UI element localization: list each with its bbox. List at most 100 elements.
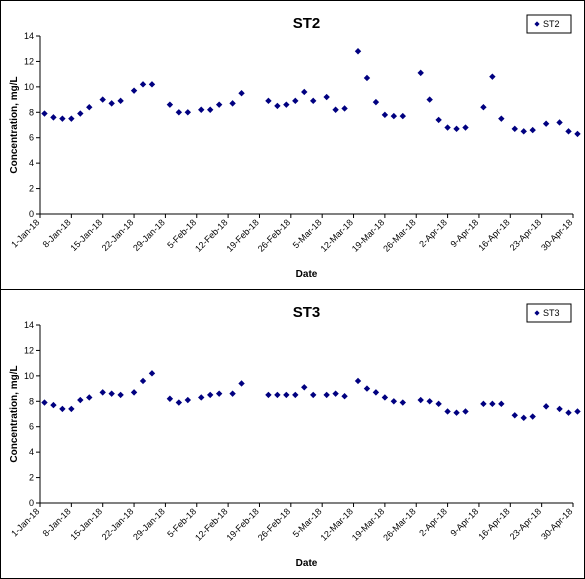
data-point (99, 389, 106, 396)
panel-divider (1, 289, 584, 290)
x-tick-label: 2-Apr-18 (417, 506, 449, 538)
data-point (148, 370, 156, 377)
data-point (283, 391, 290, 399)
data-point (462, 124, 469, 131)
chart-title: ST2 (293, 15, 321, 32)
data-point (520, 128, 527, 135)
data-point (363, 385, 371, 392)
data-point (310, 97, 317, 105)
y-tick-label: 10 (24, 371, 34, 381)
y-tick-label: 10 (24, 82, 34, 92)
data-point (184, 109, 192, 116)
data-point (372, 389, 380, 396)
x-tick-label: 26-Feb-18 (256, 506, 292, 542)
data-point (453, 125, 460, 133)
data-point (332, 106, 339, 113)
y-tick-label: 12 (24, 345, 34, 355)
data-point (108, 390, 115, 397)
y-tick-label: 4 (29, 158, 34, 168)
x-tick-label: 19-Feb-18 (224, 506, 260, 542)
data-point (435, 400, 442, 408)
data-point (565, 128, 572, 135)
data-point (198, 106, 205, 113)
data-point (274, 102, 281, 110)
data-point (117, 391, 124, 399)
data-point (229, 100, 236, 107)
data-point (265, 391, 272, 399)
legend-box (526, 14, 572, 34)
data-point (453, 409, 460, 416)
data-point (77, 110, 84, 117)
legend-label: ST3 (543, 308, 560, 318)
legend-marker (534, 310, 540, 316)
y-tick-label: 6 (29, 133, 34, 143)
data-point (444, 408, 451, 415)
data-point (426, 96, 433, 103)
data-point (139, 81, 147, 88)
data-point (417, 396, 424, 404)
data-point (59, 115, 66, 122)
data-point (417, 69, 424, 77)
x-tick-label: 23-Apr-18 (508, 506, 543, 541)
data-point (363, 74, 371, 82)
x-tick-label: 26-Mar-18 (381, 217, 417, 253)
data-point (130, 389, 138, 396)
data-point (274, 391, 281, 399)
x-tick-label: 12-Feb-18 (193, 217, 229, 253)
data-point (50, 114, 57, 121)
data-point (68, 405, 75, 413)
data-point (480, 400, 487, 408)
data-point (498, 400, 505, 408)
x-tick-label: 19-Mar-18 (350, 217, 386, 253)
x-tick-label: 8-Jan-18 (41, 506, 73, 538)
data-point (390, 398, 398, 405)
x-tick-label: 23-Apr-18 (508, 217, 543, 252)
data-point (215, 390, 223, 397)
data-point (166, 395, 174, 402)
data-point (301, 88, 308, 96)
x-tick-label: 22-Jan-18 (100, 506, 136, 542)
data-point (77, 396, 84, 404)
data-point (341, 105, 348, 112)
chart-panel-st2: ST2 0 2 4 6 8 10 12 14 1-Jan-18 8-Jan-18 15-Jan-18 2… (1, 1, 584, 289)
x-tick-label: 12-Feb-18 (193, 506, 229, 542)
y-tick-label: 0 (29, 498, 34, 508)
data-point (215, 101, 223, 108)
x-tick-label: 9-Apr-18 (449, 217, 481, 249)
data-point (310, 391, 317, 399)
data-point (265, 97, 272, 105)
data-point (574, 130, 581, 138)
data-point (480, 104, 487, 111)
data-point (381, 111, 389, 119)
data-point (354, 48, 362, 55)
data-point (175, 109, 183, 116)
data-point (372, 98, 380, 106)
y-tick-label: 8 (29, 107, 34, 117)
data-point (489, 73, 496, 80)
data-point (390, 112, 398, 120)
data-point (59, 405, 66, 413)
y-tick-label: 2 (29, 473, 34, 483)
data-point (399, 112, 406, 120)
data-point (238, 380, 245, 387)
data-point (341, 393, 348, 400)
data-point (99, 96, 106, 103)
data-point (399, 399, 406, 406)
data-point (139, 377, 147, 385)
x-tick-label: 22-Jan-18 (100, 217, 136, 253)
x-tick-label: 30-Apr-18 (539, 506, 574, 541)
x-tick-label: 1-Jan-18 (9, 506, 41, 538)
data-point (175, 399, 183, 406)
x-tick-label: 29-Jan-18 (131, 506, 167, 542)
data-point (148, 81, 156, 88)
data-point (50, 401, 57, 409)
x-tick-label: 16-Apr-18 (476, 217, 511, 252)
y-tick-label: 14 (24, 320, 34, 330)
data-point (41, 399, 48, 406)
x-tick-label: 9-Apr-18 (449, 506, 481, 538)
x-tick-label: 30-Apr-18 (539, 217, 574, 252)
legend-box (526, 303, 572, 323)
y-tick-label: 0 (29, 209, 34, 219)
x-tick-label: 12-Mar-18 (319, 506, 355, 542)
x-tick-label: 15-Jan-18 (68, 217, 104, 253)
